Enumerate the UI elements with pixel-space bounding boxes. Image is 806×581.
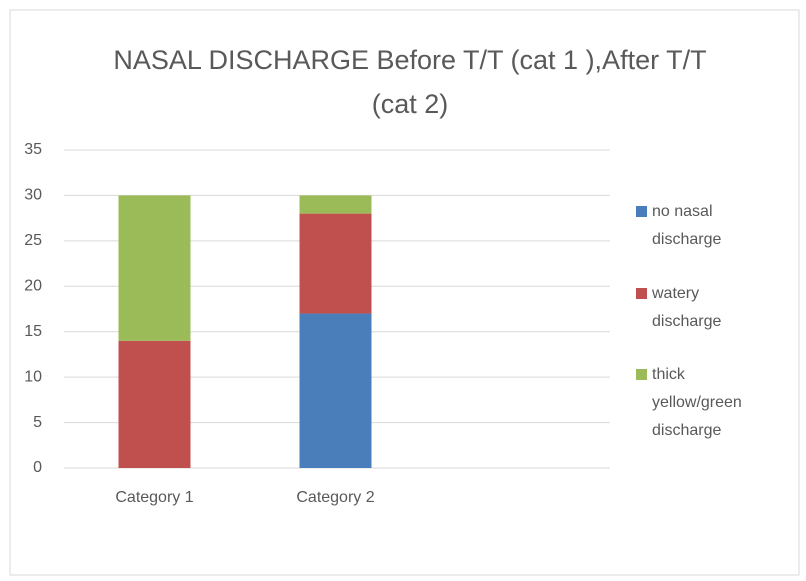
- y-tick-label: 20: [24, 278, 42, 295]
- x-tick-label: Category 1: [115, 489, 193, 506]
- y-tick-label: 10: [24, 368, 42, 385]
- legend-swatch: [636, 206, 647, 217]
- bar-segment: [118, 195, 191, 341]
- legend-label: thick yellow/green discharge: [652, 366, 742, 439]
- legend-entry: watery discharge: [636, 280, 766, 336]
- y-tick-label: 30: [24, 187, 42, 204]
- bar-segment: [118, 340, 191, 468]
- legend-entry: no nasal discharge: [636, 198, 766, 254]
- chart-title: NASAL DISCHARGE Before T/T (cat 1 ),Afte…: [113, 45, 707, 119]
- legend-entry: thick yellow/green discharge: [636, 361, 766, 445]
- legend-swatch: [636, 369, 647, 380]
- bar-segment: [299, 213, 372, 314]
- bar-segment: [299, 313, 372, 468]
- legend-label: watery discharge: [652, 285, 722, 330]
- x-tick-label: Category 2: [296, 489, 374, 506]
- y-tick-label: 15: [24, 323, 42, 340]
- y-tick-label: 0: [33, 459, 42, 476]
- y-tick-label: 5: [33, 414, 42, 431]
- legend-swatch: [636, 288, 647, 299]
- bar-segment: [299, 195, 372, 214]
- legend-label: no nasal discharge: [652, 203, 722, 248]
- y-tick-label: 25: [24, 232, 42, 249]
- y-tick-label: 35: [24, 141, 42, 158]
